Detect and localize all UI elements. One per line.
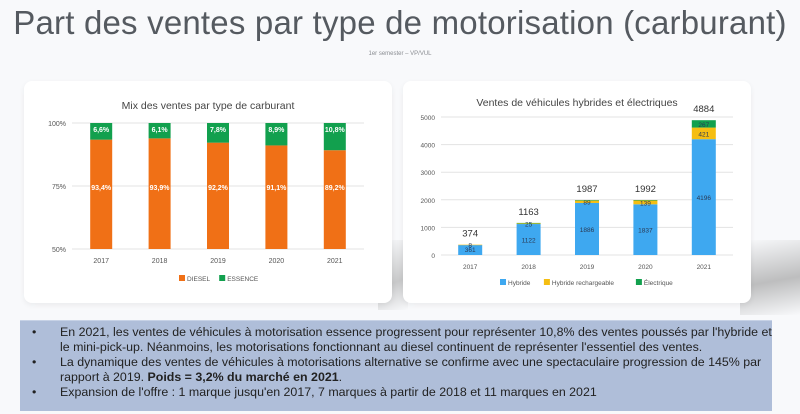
x-tick-label: 2018 bbox=[152, 258, 168, 265]
bar--lectrique bbox=[575, 200, 599, 201]
y-tick-label: 2000 bbox=[421, 198, 436, 205]
y-tick-label: 75% bbox=[52, 184, 66, 191]
notes-box: En 2021, les ventes de véhicules à motor… bbox=[20, 320, 772, 411]
data-label: 91,1% bbox=[266, 185, 287, 192]
legend-label: DIESEL bbox=[187, 276, 211, 283]
x-tick-label: 2020 bbox=[638, 264, 653, 271]
legend-swatch bbox=[635, 279, 642, 285]
total-label: 1992 bbox=[635, 184, 656, 195]
bar-hybride bbox=[575, 202, 599, 255]
page-title: Part des ventes par type de motorisation… bbox=[13, 4, 787, 41]
x-tick-label: 2019 bbox=[580, 264, 595, 271]
data-label: 8,9% bbox=[268, 127, 285, 134]
bar-hybride-rechargeable bbox=[458, 244, 483, 246]
data-label: 361 bbox=[465, 247, 476, 254]
total-label: 1987 bbox=[576, 184, 597, 195]
y-tick-label: 0 bbox=[431, 253, 435, 260]
bar-essence bbox=[323, 123, 346, 151]
bar--lectrique bbox=[516, 222, 541, 224]
fuel-mix-chart-card: Mix des ventes par type de carburant 50%… bbox=[24, 81, 392, 303]
data-label: 1122 bbox=[522, 238, 536, 245]
bar-diesel bbox=[90, 139, 113, 249]
y-tick-label: 1000 bbox=[421, 225, 436, 232]
note-text: . bbox=[338, 370, 343, 384]
bar-diesel bbox=[207, 142, 229, 249]
y-tick-label: 100% bbox=[48, 121, 66, 128]
legend-label: ESSENCE bbox=[227, 276, 259, 283]
data-label: 4196 bbox=[697, 195, 712, 202]
note-bullet: En 2021, les ventes de véhicules à motor… bbox=[32, 325, 772, 355]
bar-hybride bbox=[691, 139, 716, 255]
bar-essence bbox=[207, 123, 229, 143]
y-tick-label: 3000 bbox=[421, 170, 436, 177]
data-label: 93,9% bbox=[150, 185, 171, 192]
legend-swatch bbox=[500, 279, 506, 285]
note-highlight: Poids = 3,2% du marché en 2021 bbox=[147, 370, 339, 384]
y-tick-label: 4000 bbox=[421, 143, 436, 150]
x-tick-label: 2017 bbox=[93, 258, 109, 265]
bar-essence bbox=[265, 123, 288, 146]
legend-label: Hybride rechargeable bbox=[552, 280, 615, 287]
chart-title: Mix des ventes par type de carburant bbox=[122, 100, 295, 112]
hybrid-electric-chart-card: Ventes de véhicules hybrides et électriq… bbox=[403, 81, 751, 303]
x-tick-label: 2021 bbox=[697, 264, 712, 271]
bar--lectrique bbox=[691, 120, 716, 128]
x-tick-label: 2021 bbox=[327, 258, 343, 265]
data-label: 421 bbox=[698, 131, 709, 138]
bar--lectrique bbox=[633, 200, 658, 201]
data-label: 92,2% bbox=[208, 185, 229, 192]
legend-swatch bbox=[543, 279, 550, 285]
bar-hybride-rechargeable bbox=[691, 127, 716, 140]
total-label: 4884 bbox=[693, 104, 714, 115]
bar-essence bbox=[148, 123, 171, 139]
x-tick-label: 2018 bbox=[521, 264, 536, 271]
page-subtitle: 1er semester – VP/VUL bbox=[368, 51, 432, 57]
legend-swatch bbox=[219, 275, 226, 281]
data-label: 7,8% bbox=[210, 127, 227, 134]
legend-label: Électrique bbox=[644, 278, 673, 287]
bar-hybride-rechargeable bbox=[575, 200, 599, 203]
data-label: 89,2% bbox=[325, 185, 346, 192]
note-bullet: Expansion de l'offre : 1 marque jusqu'en… bbox=[32, 385, 772, 400]
total-label: 1163 bbox=[518, 207, 538, 218]
data-label: 139 bbox=[640, 200, 651, 207]
x-tick-label: 2020 bbox=[269, 258, 285, 265]
data-label: 1837 bbox=[638, 228, 653, 235]
data-label: 6,1% bbox=[152, 127, 169, 134]
bar-diesel bbox=[148, 138, 171, 249]
bar-hybride bbox=[458, 245, 483, 255]
bar-diesel bbox=[323, 150, 346, 249]
note-bullet: La dynamique des ventes de véhicules à m… bbox=[32, 355, 772, 385]
data-label: 1886 bbox=[580, 227, 595, 234]
note-text: Expansion de l'offre : 1 marque jusqu'en… bbox=[60, 385, 597, 399]
bar-hybride bbox=[633, 204, 658, 255]
y-tick-label: 50% bbox=[52, 247, 66, 254]
data-label: 10,8% bbox=[325, 127, 346, 134]
chart-title: Ventes de véhicules hybrides et électriq… bbox=[476, 97, 677, 109]
bar-hybride bbox=[516, 224, 541, 255]
bar-essence bbox=[90, 123, 113, 140]
data-label: 93,4% bbox=[91, 185, 112, 192]
hybrid-electric-chart: Ventes de véhicules hybrides et électriq… bbox=[421, 97, 733, 287]
data-label: 89 bbox=[583, 200, 591, 207]
x-tick-label: 2017 bbox=[463, 264, 478, 271]
bar-hybride-rechargeable bbox=[633, 200, 658, 205]
data-label: 8 bbox=[468, 243, 472, 250]
data-label: 267 bbox=[698, 122, 709, 129]
bar-hybride-rechargeable bbox=[516, 223, 541, 225]
data-label: 25 bbox=[525, 222, 533, 229]
x-tick-label: 2019 bbox=[210, 258, 226, 265]
fuel-mix-chart: Mix des ventes par type de carburant 50%… bbox=[48, 100, 364, 283]
legend-swatch bbox=[179, 275, 185, 281]
bar-diesel bbox=[265, 145, 288, 249]
data-label: 6,6% bbox=[93, 127, 110, 134]
total-label: 374 bbox=[462, 229, 478, 240]
note-text: En 2021, les ventes de véhicules à motor… bbox=[60, 325, 772, 354]
note-text: La dynamique des ventes de véhicules à m… bbox=[60, 355, 762, 384]
y-tick-label: 5000 bbox=[421, 115, 436, 122]
legend-label: Hybride bbox=[508, 280, 531, 287]
